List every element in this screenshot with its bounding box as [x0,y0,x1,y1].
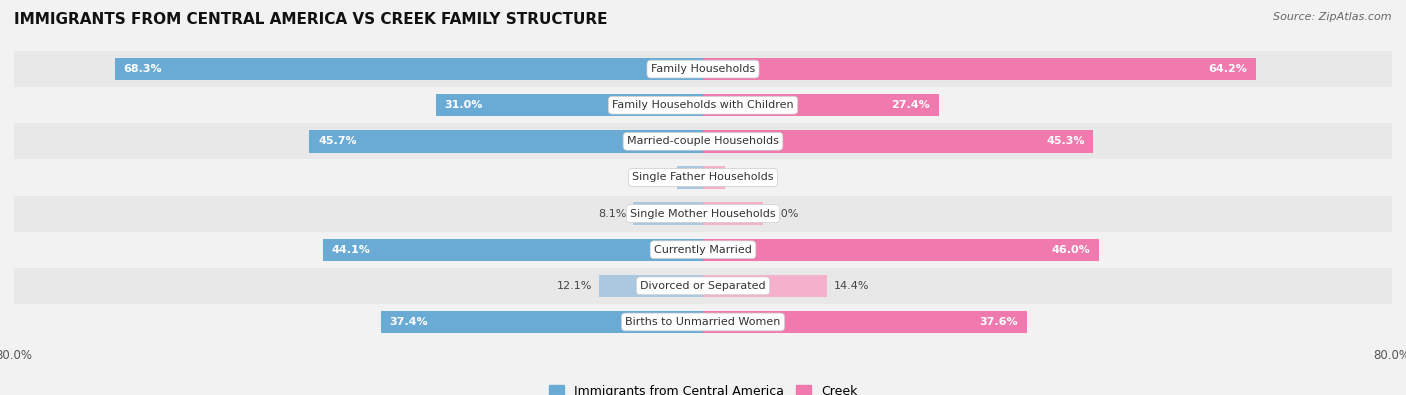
Text: Births to Unmarried Women: Births to Unmarried Women [626,317,780,327]
Bar [703,202,763,225]
Bar [703,130,1092,152]
Text: Single Mother Households: Single Mother Households [630,209,776,218]
Text: 8.1%: 8.1% [598,209,626,218]
Bar [14,196,1392,231]
Text: 64.2%: 64.2% [1208,64,1247,74]
Text: 37.4%: 37.4% [389,317,429,327]
Bar [14,304,1392,340]
Bar [703,166,725,189]
Text: Currently Married: Currently Married [654,245,752,255]
Bar [309,130,703,152]
Text: IMMIGRANTS FROM CENTRAL AMERICA VS CREEK FAMILY STRUCTURE: IMMIGRANTS FROM CENTRAL AMERICA VS CREEK… [14,12,607,27]
Bar [14,268,1392,304]
Text: 7.0%: 7.0% [770,209,799,218]
Bar [14,51,1392,87]
Text: 37.6%: 37.6% [980,317,1018,327]
Text: 45.7%: 45.7% [318,136,357,146]
Bar [703,275,827,297]
Bar [678,166,703,189]
Text: 44.1%: 44.1% [332,245,371,255]
Text: Divorced or Separated: Divorced or Separated [640,281,766,291]
Text: 2.6%: 2.6% [733,173,761,182]
Text: 45.3%: 45.3% [1046,136,1084,146]
Text: 68.3%: 68.3% [124,64,162,74]
Text: 27.4%: 27.4% [891,100,931,110]
Bar [381,311,703,333]
Bar [436,94,703,117]
Bar [323,239,703,261]
Bar [14,123,1392,160]
Text: 46.0%: 46.0% [1052,245,1091,255]
Legend: Immigrants from Central America, Creek: Immigrants from Central America, Creek [544,380,862,395]
Bar [14,160,1392,196]
Bar [703,94,939,117]
Text: Married-couple Households: Married-couple Households [627,136,779,146]
Text: Single Father Households: Single Father Households [633,173,773,182]
Bar [599,275,703,297]
Bar [115,58,703,80]
Text: Source: ZipAtlas.com: Source: ZipAtlas.com [1274,12,1392,22]
Text: Family Households: Family Households [651,64,755,74]
Text: 3.0%: 3.0% [643,173,671,182]
Text: 31.0%: 31.0% [444,100,484,110]
Bar [633,202,703,225]
Text: 14.4%: 14.4% [834,281,869,291]
Bar [703,239,1099,261]
Bar [703,311,1026,333]
Bar [703,58,1256,80]
Text: Family Households with Children: Family Households with Children [612,100,794,110]
Text: 12.1%: 12.1% [557,281,592,291]
Bar [14,231,1392,268]
Bar [14,87,1392,123]
